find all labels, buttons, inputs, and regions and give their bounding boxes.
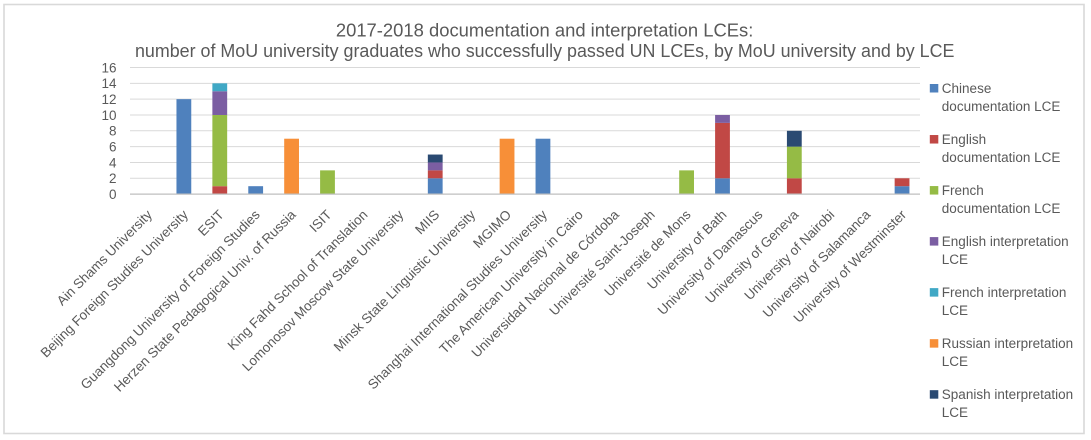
svg-text:12: 12 — [101, 92, 116, 107]
svg-text:14: 14 — [101, 76, 117, 91]
svg-text:0: 0 — [109, 187, 117, 202]
svg-text:16: 16 — [101, 60, 116, 75]
svg-text:10: 10 — [101, 108, 116, 123]
svg-text:number of MoU university gradu: number of MoU university graduates who s… — [135, 41, 955, 61]
svg-text:Spanish interpretation: Spanish interpretation — [942, 387, 1073, 402]
svg-text:LCE: LCE — [942, 354, 968, 369]
svg-text:2: 2 — [109, 171, 117, 186]
svg-text:6: 6 — [109, 139, 117, 154]
svg-text:LCE: LCE — [942, 252, 968, 267]
svg-text:English: English — [942, 132, 986, 147]
svg-text:documentation LCE: documentation LCE — [942, 99, 1061, 114]
svg-text:documentation LCE: documentation LCE — [942, 201, 1061, 216]
svg-text:LCE: LCE — [942, 405, 968, 420]
svg-text:2017-2018 documentation and in: 2017-2018 documentation and interpretati… — [336, 21, 754, 41]
svg-text:LCE: LCE — [942, 303, 968, 318]
svg-text:French interpretation: French interpretation — [942, 285, 1067, 300]
svg-text:Russian interpretation: Russian interpretation — [942, 336, 1073, 351]
svg-text:documentation LCE: documentation LCE — [942, 150, 1061, 165]
svg-text:8: 8 — [109, 124, 117, 139]
svg-text:4: 4 — [109, 155, 117, 170]
svg-text:French: French — [942, 183, 984, 198]
svg-text:English interpretation: English interpretation — [942, 234, 1069, 249]
svg-text:Chinese: Chinese — [942, 81, 992, 96]
